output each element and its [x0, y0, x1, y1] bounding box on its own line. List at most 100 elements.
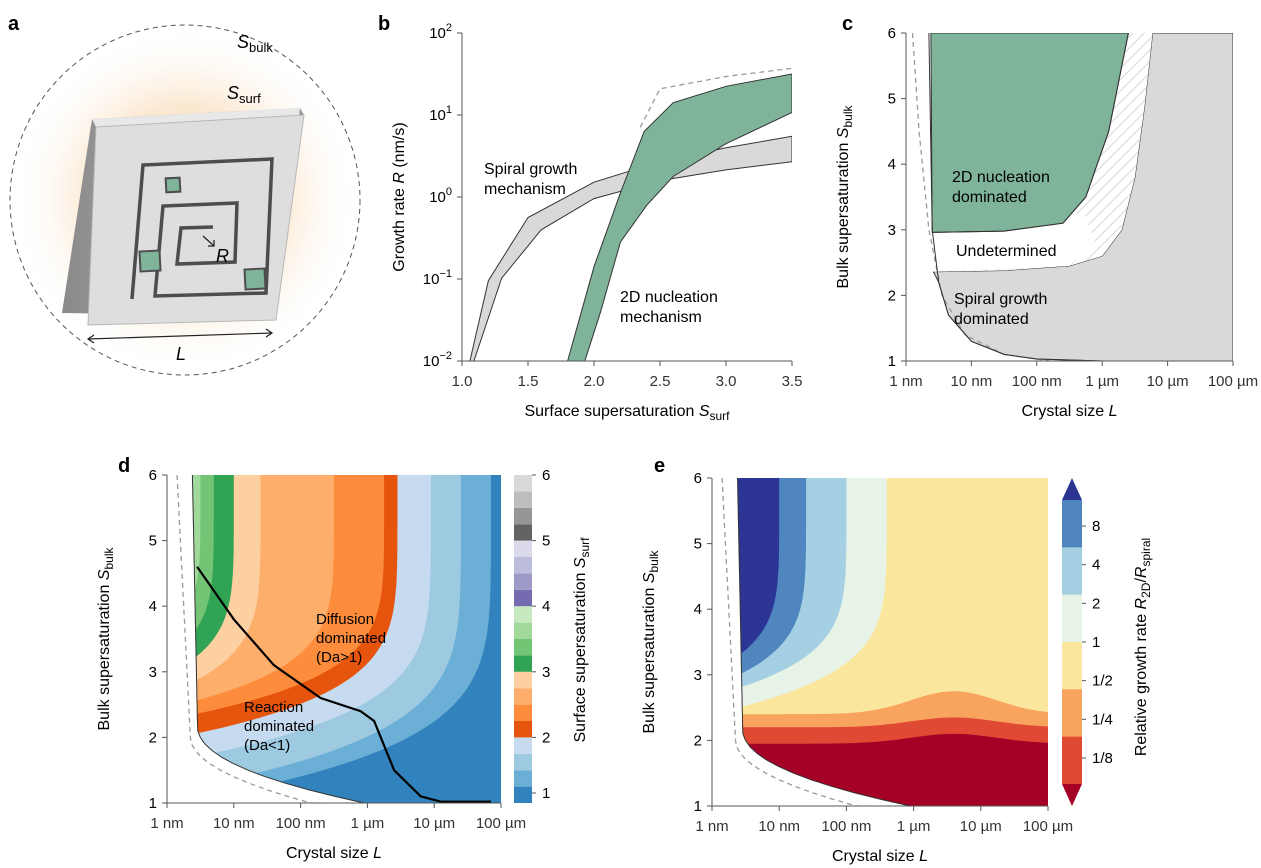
spiral-dominated-line2: dominated [954, 311, 1029, 328]
colorbar-d-label: Surface supersaturation Ssurf [572, 537, 592, 743]
panel-c-axes: 1 nm 10 nm 100 nm 1 µm 10 µm 100 µm 1 2 3 4 5 6 Crys… [835, 25, 1258, 420]
colorbar-swatch [514, 524, 532, 541]
colorbar-swatch [514, 573, 532, 590]
y-tick-label: 6 [149, 467, 157, 484]
colorbar-swatch [514, 671, 532, 689]
y-tick-label: 6 [694, 470, 702, 487]
x-tick-label: 1 µm [1085, 373, 1119, 390]
nucleation-annotation-line1: 2D nucleation [620, 289, 718, 306]
dashed-boundary [721, 478, 867, 806]
panel-c: c 1 nm 10 nm 100 nm 1 µm 10 µm 100 µm 1 2 3 4 5 6 Cr… [835, 13, 1258, 420]
reaction-annotation-line1: Reaction [244, 699, 303, 716]
y-tick-label: 2 [888, 287, 896, 304]
x-tick-label: 3.0 [716, 373, 737, 390]
colorbar-tick-label: 1/8 [1092, 750, 1113, 767]
x-tick-label: 1 nm [695, 818, 728, 835]
outside-region [167, 475, 501, 803]
panel-c-label: c [842, 13, 853, 35]
y-tick-label: 6 [888, 25, 896, 42]
colorbar-swatch [514, 491, 532, 508]
crystal-illustration: R L [62, 108, 305, 364]
nucleus-island-2 [138, 249, 162, 273]
relative-rate-contours [712, 478, 1048, 806]
x-tick-label: 1.5 [518, 373, 539, 390]
x-tick-label: 100 nm [821, 818, 871, 835]
undetermined-region [932, 33, 1153, 272]
panel-e-label: e [654, 455, 665, 477]
undetermined-boundary [932, 33, 1129, 233]
x-axis-title: Crystal size L [286, 845, 382, 862]
colorbar-swatch [514, 606, 532, 623]
y-tick-label: 2 [694, 732, 702, 749]
nucleation-limit-dashed [639, 67, 792, 128]
colorbar-swatch [514, 688, 532, 705]
l-arrow-left [86, 334, 95, 344]
colorbar-swatch [514, 540, 532, 557]
x-tick-label: 100 µm [476, 815, 526, 832]
colorbar-swatch [514, 475, 532, 492]
y-tick-label: 10−1 [423, 268, 452, 288]
x-tick-label: 1 µm [897, 818, 931, 835]
panel-d-axes: 1 nm 10 nm 100 nm 1 µm 10 µm 100 µm 1 2 3 4 5 6 Crys… [96, 467, 526, 862]
undetermined-label: Undetermined [956, 243, 1057, 260]
y-tick-label: 3 [149, 664, 157, 681]
damkohler-unity-line [196, 566, 491, 803]
y-tick-label: 3 [694, 667, 702, 684]
x-axis-title: Crystal size L [1021, 403, 1117, 420]
y-tick-label: 1 [888, 353, 896, 370]
spiral-annotation-line1: Spiral growth [484, 161, 577, 178]
x-axis-title: Crystal size L [832, 848, 928, 865]
y-axis-title: Growth rate R (nm/s) [391, 122, 408, 271]
colorbar-swatch [514, 737, 532, 754]
y-axis-title: Bulk supersaturation Sbulk [835, 105, 855, 289]
x-axis-title: Surface supersaturation Ssurf [524, 403, 730, 423]
x-tick-label: 10 µm [1147, 373, 1189, 390]
colorbar-swatch [514, 557, 532, 574]
colorbar-swatch [1062, 500, 1082, 548]
x-tick-label: 3.5 [782, 373, 803, 390]
l-dimension-line [87, 332, 273, 340]
y-tick-label: 4 [149, 598, 157, 615]
spiral-step [130, 157, 274, 300]
colorbar-tick-label: 1/2 [1092, 673, 1113, 690]
x-tick-label: 2.5 [650, 373, 671, 390]
diffusion-annotation-line3: (Da>1) [316, 649, 362, 666]
y-tick-label: 1 [694, 798, 702, 815]
colorbar-swatch [1062, 594, 1082, 643]
x-tick-label: 1.0 [452, 373, 473, 390]
colorbar-tick-label: 8 [1092, 518, 1100, 535]
y-tick-label: 4 [694, 601, 702, 618]
y-tick-label: 100 [429, 186, 452, 206]
panel-d: d 1 nm 10 nm 100 nm 1 µm 10 µm 100 µm 1 2 3 4 5 6 Cr… [96, 455, 592, 862]
nucleus-island-3 [243, 267, 267, 291]
x-tick-label: 2.0 [584, 373, 605, 390]
dashed-boundary [176, 475, 321, 803]
crystal-top-edge [92, 108, 304, 127]
colorbar-swatch [514, 639, 532, 656]
nucleation-band [567, 73, 792, 361]
colorbar-swatch [514, 753, 532, 771]
bulk-boundary-circle [9, 24, 361, 376]
x-tick-label: 10 nm [213, 815, 255, 832]
x-tick-label: 100 µm [1023, 818, 1073, 835]
y-tick-label: 102 [429, 22, 452, 42]
y-axis-title: Bulk supersaturation Sbulk [96, 547, 116, 731]
spiral-dominated-line1: Spiral growth [954, 291, 1047, 308]
l-arrow-right [265, 328, 274, 338]
colorbar-tick-label: 2 [542, 729, 550, 746]
y-tick-label: 2 [149, 729, 157, 746]
l-label: L [176, 344, 186, 364]
colorbar-top-arrow [1062, 478, 1082, 500]
colorbar-tick-label: 5 [542, 533, 550, 550]
colorbar-tick-label: 2 [1092, 595, 1100, 612]
x-tick-label: 10 nm [758, 818, 800, 835]
reaction-annotation-line2: dominated [244, 718, 314, 735]
colorbar-swatch [1062, 547, 1082, 596]
x-tick-label: 1 µm [351, 815, 385, 832]
solid-boundary [928, 33, 1233, 361]
solid-boundary [191, 475, 501, 803]
solid-boundary [737, 478, 1048, 806]
y-tick-label: 10−2 [423, 350, 452, 370]
panel-e: e 1 nm 10 nm 100 nm 1 µm 10 µm 100 µm 1 2 3 4 5 6 Cr… [641, 455, 1153, 865]
